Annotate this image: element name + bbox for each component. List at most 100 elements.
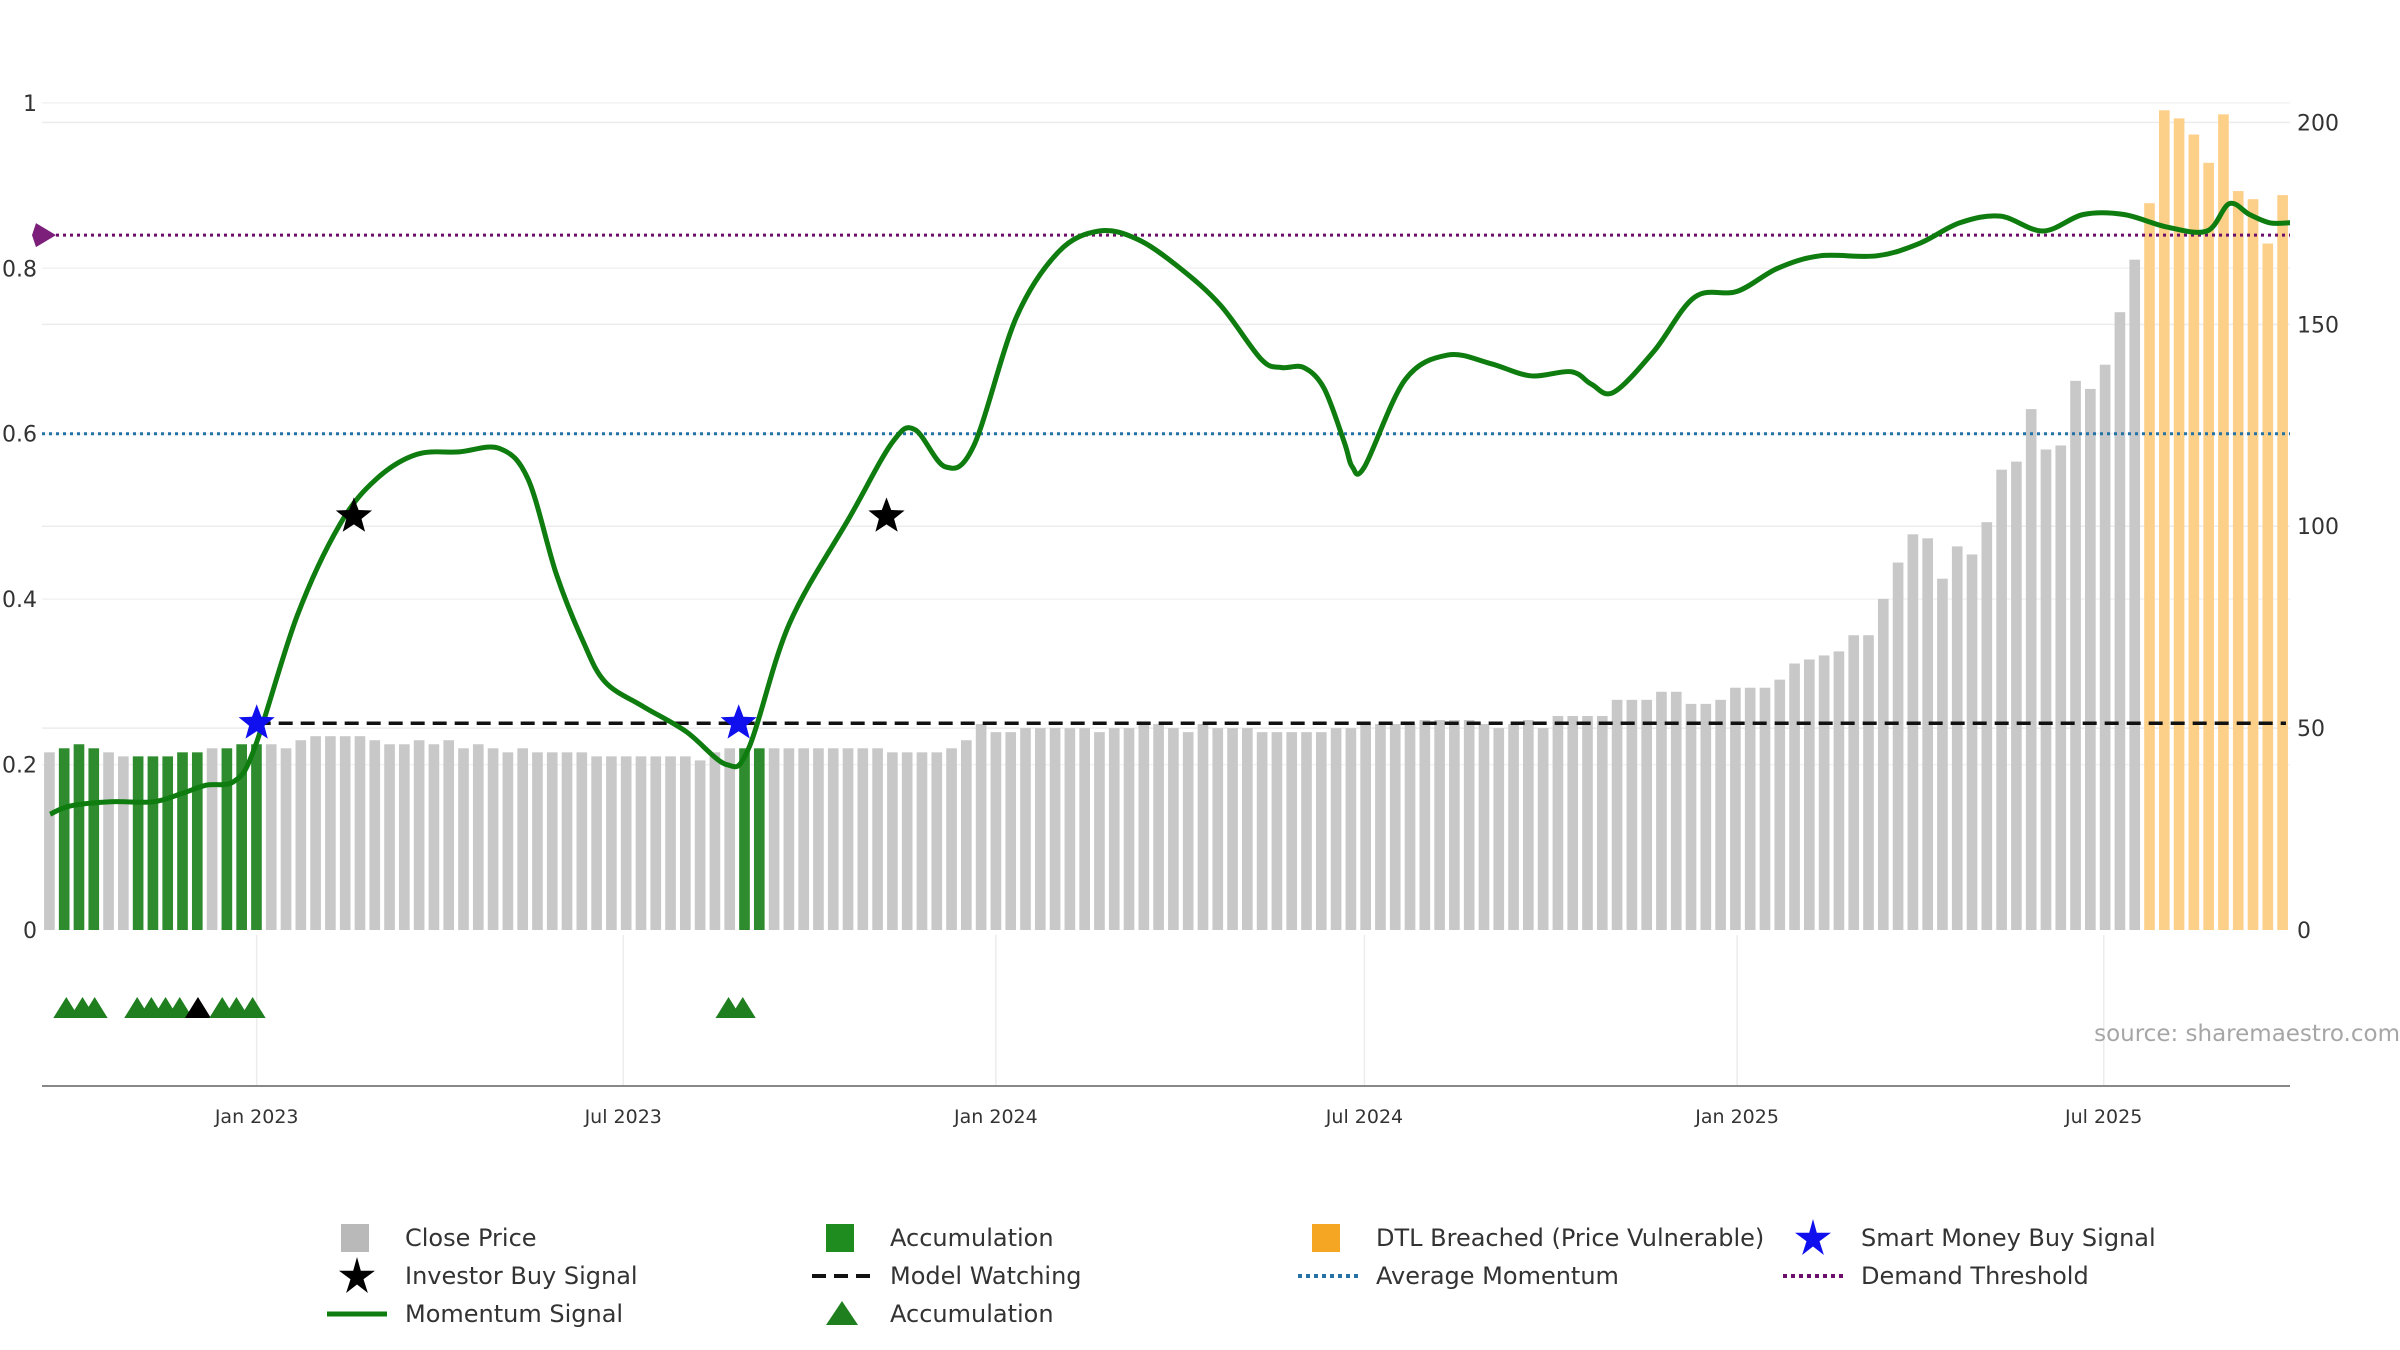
x-tick-label: Jan 2024 [953,1106,1038,1128]
close-price-bar [1345,728,1357,930]
close-price-bar [1182,732,1194,930]
close-price-bar [1079,728,1090,930]
close-price-bar [1804,659,1815,930]
close-price-bar [798,748,809,930]
close-price-bar [103,752,114,930]
close-price-bar [1907,534,1919,930]
dtl-breached-bar [2232,191,2244,930]
close-price-bar [1626,699,1638,930]
close-price-bar [1271,732,1283,930]
close-price-bar [1034,728,1046,930]
close-price-bar [310,736,321,930]
close-price-bar [1833,651,1845,930]
accumulation-bar [191,752,203,930]
close-price-bar [1419,720,1431,930]
dtl-breached-bar [2262,243,2274,930]
close-price-bar [428,744,440,930]
close-price-bar [1759,687,1771,930]
smart-money-buy-star [720,704,757,739]
close-price-bar [1981,522,1993,930]
close-price-bar [1197,724,1209,930]
close-price-bar [842,748,854,930]
close-price-bar [2099,364,2111,930]
close-price-bar [620,756,632,930]
close-price-bar [532,752,543,930]
close-price-bar [724,748,736,930]
accumulation-bar [177,752,188,930]
close-price-bar [1108,728,1120,930]
x-tick-label: Jul 2024 [1325,1106,1403,1128]
close-price-bar [1789,663,1800,930]
close-price-bar [665,756,676,930]
accumulation-triangle [184,997,211,1018]
close-price-bar [325,736,336,930]
accumulation-bar [739,748,750,930]
close-price-bar [1937,578,1948,930]
close-price-bar [606,756,617,930]
close-price-bar [1611,699,1623,930]
close-price-bar [1818,655,1830,930]
close-price-bar [399,744,410,930]
close-price-bar [1478,724,1490,930]
close-price-bar [990,732,1002,930]
close-price-bar [946,748,957,930]
close-price-bar [1641,699,1652,930]
dtl-breached-bar [2277,195,2288,930]
close-price-bar [916,752,928,930]
close-price-bar [783,748,795,930]
close-price-bar [1567,715,1579,930]
close-price-bar [206,748,218,930]
close-price-bar [1404,724,1416,930]
close-price-bar [1552,715,1564,930]
close-price-bar [1256,732,1268,930]
axes: Jan 2023 Jul 2023 Jan 2024 Jul 2024 Jan 2025… [2,92,2339,1128]
close-price-bar [887,752,898,930]
close-price-bar [44,752,55,930]
close-price-bar [1656,691,1667,930]
accumulation-bar [58,748,70,930]
close-price-bar [1389,724,1401,930]
x-tick-label: Jan 2023 [214,1106,299,1128]
close-price-bar [901,752,913,930]
close-price-bar [872,748,883,930]
close-price-bar [2011,461,2022,930]
close-price-bar [694,760,706,930]
close-price-bar [680,756,691,930]
close-price-bar [1493,728,1505,930]
close-price-bar [931,752,943,930]
close-price-bar [1301,732,1312,930]
y-left-tick-label: 0.8 [2,257,37,282]
dtl-breached-bar [2144,203,2155,930]
investor-buy-star [335,497,372,532]
close-price-bar [1463,720,1475,930]
close-price-bar [1094,732,1105,930]
accumulation-triangle [729,997,756,1018]
dtl-breached-bar [2173,118,2185,930]
signal-markers [32,223,905,1018]
close-price-bar [591,756,602,930]
close-price-bar [1212,728,1224,930]
close-price-bar [2025,409,2037,930]
close-price-bar [1168,728,1179,930]
gridlines [42,102,2290,1086]
close-price-bar [1138,724,1150,930]
close-price-bar [472,744,484,930]
close-price-bar [813,748,824,930]
accumulation-bar [88,748,100,930]
close-price-bar [1286,732,1298,930]
close-price-bar [384,744,395,930]
close-price-bar [1715,699,1726,930]
accumulation-triangle [166,997,193,1018]
close-price-bar [1049,728,1061,930]
momentum-signal-line [49,200,2291,817]
close-price-bar [1227,728,1238,930]
close-price-bar [1315,732,1327,930]
accumulation-bar [753,748,765,930]
close-price-bar [443,740,455,930]
close-price-bar [1523,720,1534,930]
y-right-tick-label: 200 [2297,111,2339,136]
y-right-tick-label: 150 [2297,313,2339,338]
close-price-bar [2070,380,2081,930]
close-price-bar [1123,728,1135,930]
close-price-bar [1996,469,2007,930]
